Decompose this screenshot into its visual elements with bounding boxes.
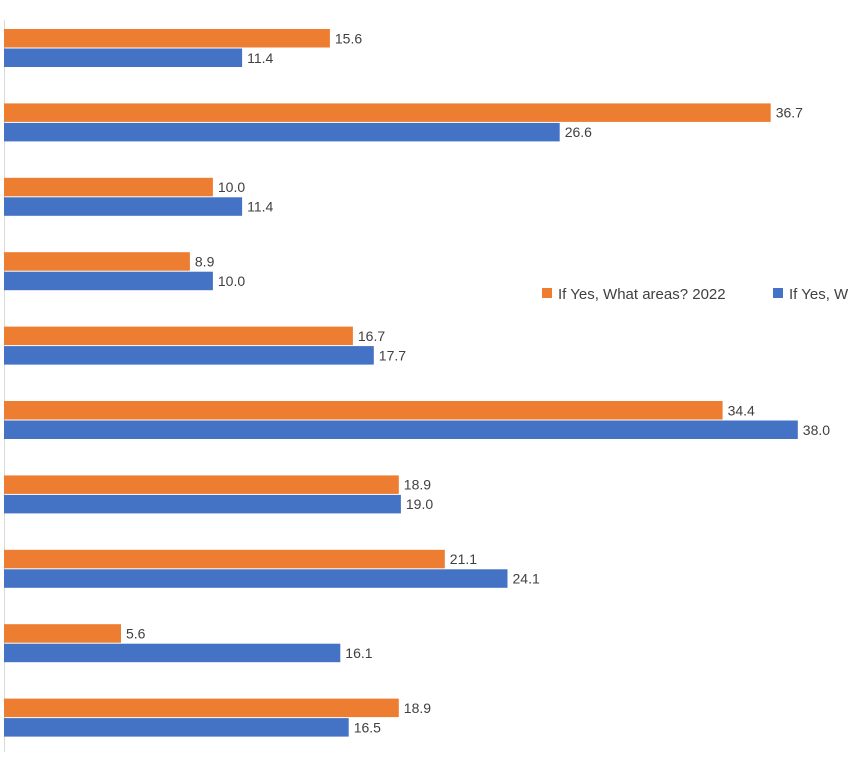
legend-label-series-1: If Yes, What areas? 2022 (558, 286, 726, 303)
data-labels-group: 15.611.436.726.610.011.48.910.016.717.73… (126, 30, 830, 735)
bar-series-2-6 (4, 420, 798, 439)
data-label-series-2-6: 38.0 (803, 422, 830, 438)
data-label-series-1-7: 18.9 (404, 477, 431, 493)
bar-series-1-4 (4, 252, 190, 271)
data-label-series-2-10: 16.5 (354, 719, 381, 735)
bar-series-1-1 (4, 29, 330, 48)
bar-series-2-8 (4, 569, 508, 588)
data-label-series-2-2: 26.6 (565, 124, 592, 140)
data-label-series-1-10: 18.9 (404, 700, 431, 716)
bar-series-1-7 (4, 475, 399, 494)
data-label-series-1-4: 8.9 (195, 254, 215, 270)
data-label-series-1-5: 16.7 (358, 328, 385, 344)
bar-series-1-2 (4, 103, 771, 122)
data-label-series-2-3: 11.4 (247, 199, 273, 215)
data-label-series-1-9: 5.6 (126, 626, 146, 642)
data-label-series-1-1: 15.6 (335, 30, 362, 46)
data-label-series-2-5: 17.7 (379, 347, 406, 363)
bar-series-2-1 (4, 48, 243, 67)
bars-group (4, 29, 798, 737)
data-label-series-1-2: 36.7 (776, 105, 803, 121)
legend: If Yes, What areas? 2022 If Yes, W (542, 286, 849, 303)
data-label-series-1-8: 21.1 (450, 551, 477, 567)
bar-series-2-9 (4, 643, 341, 663)
bar-series-2-7 (4, 494, 401, 514)
bar-series-2-10 (4, 718, 349, 737)
bar-series-1-9 (4, 624, 121, 643)
bar-series-2-5 (4, 346, 374, 365)
data-label-series-2-8: 24.1 (513, 571, 540, 587)
data-label-series-1-6: 34.4 (728, 402, 755, 418)
data-label-series-2-1: 11.4 (247, 50, 273, 66)
bar-series-2-4 (4, 271, 213, 291)
bar-series-2-2 (4, 122, 560, 142)
legend-label-series-2: If Yes, W (789, 286, 849, 303)
data-label-series-2-4: 10.0 (218, 273, 245, 289)
bar-series-1-8 (4, 549, 445, 569)
bar-series-1-10 (4, 698, 399, 718)
legend-swatch-series-1 (542, 288, 552, 298)
data-label-series-2-9: 16.1 (345, 645, 372, 661)
bar-series-1-6 (4, 401, 723, 420)
bar-series-1-5 (4, 326, 353, 346)
bar-series-2-3 (4, 197, 243, 216)
legend-swatch-series-2 (773, 288, 783, 298)
data-label-series-1-3: 10.0 (218, 179, 245, 195)
bar-series-1-3 (4, 177, 213, 197)
data-label-series-2-7: 19.0 (406, 496, 433, 512)
